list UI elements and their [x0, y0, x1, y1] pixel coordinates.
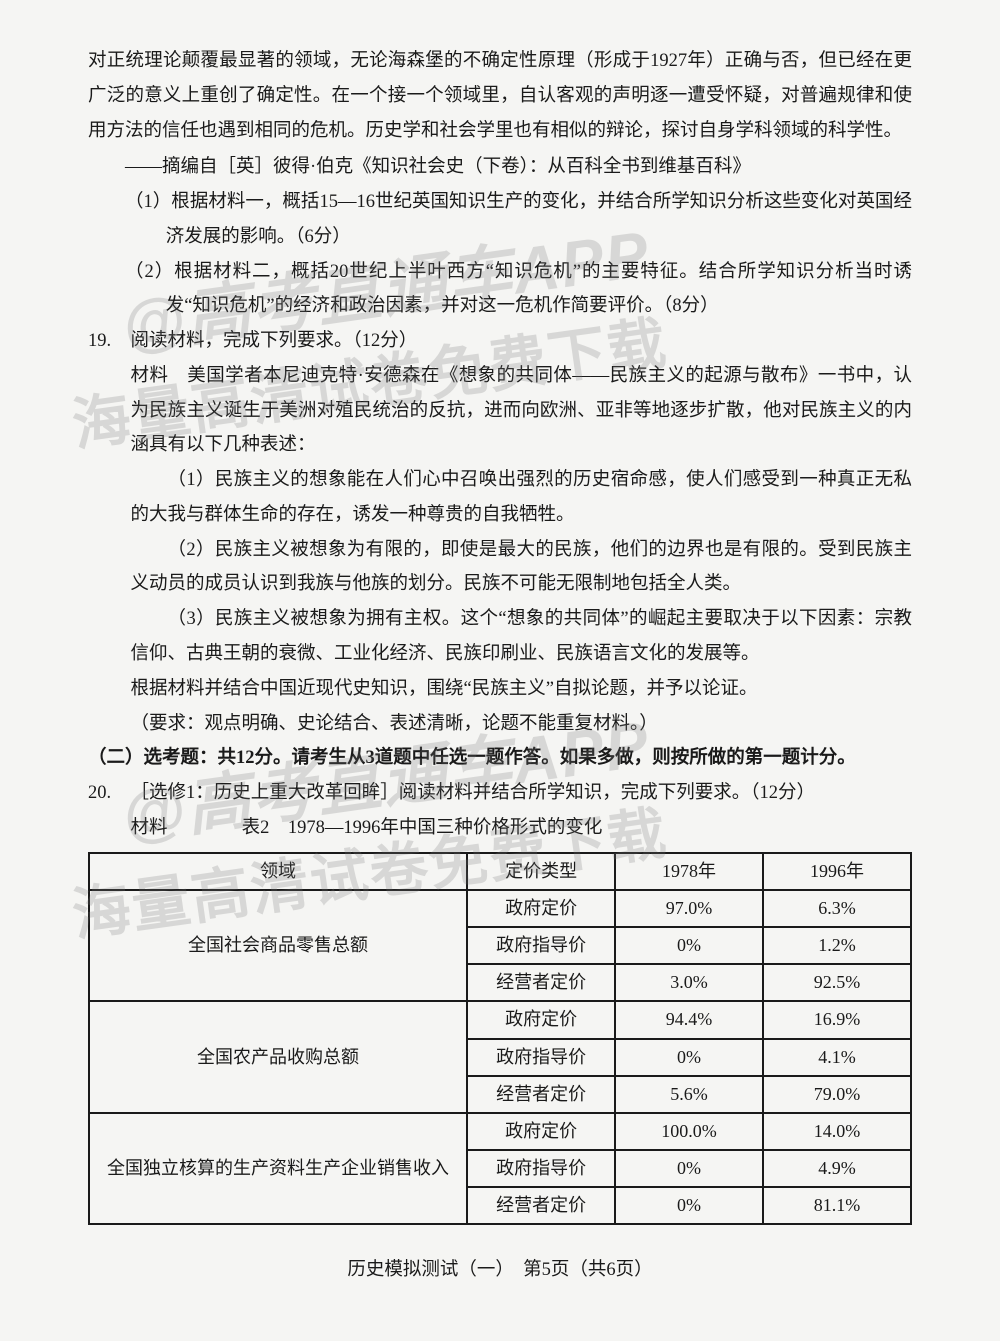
th-1996: 1996年 — [763, 853, 911, 890]
data-cell: 经营者定价 — [467, 1076, 615, 1113]
th-type: 定价类型 — [467, 853, 615, 890]
data-cell: 政府定价 — [467, 1113, 615, 1150]
data-cell: 92.5% — [763, 964, 911, 1001]
domain-cell: 全国独立核算的生产资料生产企业销售收入 — [89, 1113, 467, 1225]
data-cell: 94.4% — [615, 1001, 763, 1038]
page-footer: 历史模拟测试（一） 第5页（共6页） — [88, 1253, 912, 1288]
q19-material-3: （3）民族主义被想象为拥有主权。这个“想象的共同体”的崛起主要取决于以下因素：宗… — [131, 602, 912, 672]
data-cell: 政府指导价 — [467, 927, 615, 964]
data-cell: 4.1% — [763, 1039, 911, 1076]
q19-material-intro: 材料 美国学者本尼迪克特·安德森在《想象的共同体——民族主义的起源与散布》一书中… — [131, 359, 912, 463]
intro-paragraph: 对正统理论颠覆最显著的领域，无论海森堡的不确定性原理（形成于1927年）正确与否… — [88, 44, 912, 148]
section-2-label: （二） — [88, 748, 144, 768]
domain-cell: 全国社会商品零售总额 — [89, 890, 467, 1002]
price-table: 领域 定价类型 1978年 1996年 全国社会商品零售总额政府定价97.0%6… — [88, 852, 912, 1226]
q19-title: 阅读材料，完成下列要求。（12分） — [131, 331, 418, 351]
q18-sub1: （1）根据材料一，概括15—16世纪英国知识生产的变化，并结合所学知识分析这些变… — [125, 185, 912, 255]
q20-table-title: 表2 1978—1996年中国三种价格形式的变化 — [242, 818, 603, 838]
table-row: 全国农产品收购总额政府定价94.4%16.9% — [89, 1001, 911, 1038]
data-cell: 1.2% — [763, 927, 911, 964]
data-cell: 5.6% — [615, 1076, 763, 1113]
domain-cell: 全国农产品收购总额 — [89, 1001, 467, 1113]
data-cell: 6.3% — [763, 890, 911, 927]
section-2-head: （二）选考题：共12分。请考生从3道题中任选一题作答。如果多做，则按所做的第一题… — [88, 741, 912, 776]
data-cell: 政府指导价 — [467, 1150, 615, 1187]
data-cell: 经营者定价 — [467, 1187, 615, 1224]
data-cell: 政府定价 — [467, 1001, 615, 1038]
data-cell: 16.9% — [763, 1001, 911, 1038]
table-header-row: 领域 定价类型 1978年 1996年 — [89, 853, 911, 890]
q20-head: 20.［选修1：历史上重大改革回眸］阅读材料并结合所学知识，完成下列要求。（12… — [88, 776, 912, 811]
data-cell: 经营者定价 — [467, 964, 615, 1001]
data-cell: 政府指导价 — [467, 1039, 615, 1076]
q19-requirement-1: 根据材料并结合中国近现代史知识，围绕“民族主义”自拟论题，并予以论证。 — [131, 672, 912, 707]
data-cell: 政府定价 — [467, 890, 615, 927]
th-domain: 领域 — [89, 853, 467, 890]
q20-material-line: 材料 表2 1978—1996年中国三种价格形式的变化 — [131, 811, 912, 846]
q18-sub2: （2）根据材料二，概括20世纪上半叶西方“知识危机”的主要特征。结合所学知识分析… — [125, 255, 912, 325]
th-1978: 1978年 — [615, 853, 763, 890]
q20-number: 20. — [88, 776, 131, 811]
section-2-text: 选考题：共12分。请考生从3道题中任选一题作答。如果多做，则按所做的第一题计分。 — [144, 748, 856, 768]
data-cell: 0% — [615, 1187, 763, 1224]
table-row: 全国独立核算的生产资料生产企业销售收入政府定价100.0%14.0% — [89, 1113, 911, 1150]
table-row: 全国社会商品零售总额政府定价97.0%6.3% — [89, 890, 911, 927]
data-cell: 3.0% — [615, 964, 763, 1001]
data-cell: 81.1% — [763, 1187, 911, 1224]
table-body: 全国社会商品零售总额政府定价97.0%6.3%政府指导价0%1.2%经营者定价3… — [89, 890, 911, 1225]
q20-material-label: 材料 — [131, 818, 168, 838]
data-cell: 0% — [615, 1150, 763, 1187]
exam-page: @高考直通车APP 海量高清试卷免费下载 @高考直通车APP 海量高清试卷免费下… — [0, 0, 1000, 1341]
q19-requirement-2: （要求：观点明确、史论结合、表述清晰，论题不能重复材料。） — [131, 707, 912, 742]
q19-head: 19.阅读材料，完成下列要求。（12分） — [88, 324, 912, 359]
data-cell: 0% — [615, 1039, 763, 1076]
q19-number: 19. — [88, 324, 131, 359]
q19-material-1: （1）民族主义的想象能在人们心中召唤出强烈的历史宿命感，使人们感受到一种真正无私… — [131, 463, 912, 533]
data-cell: 79.0% — [763, 1076, 911, 1113]
data-cell: 100.0% — [615, 1113, 763, 1150]
data-cell: 14.0% — [763, 1113, 911, 1150]
intro-source: ——摘编自［英］彼得·伯克《知识社会史（下卷）：从百科全书到维基百科》 — [88, 150, 912, 185]
data-cell: 97.0% — [615, 890, 763, 927]
q20-title: ［选修1：历史上重大改革回眸］阅读材料并结合所学知识，完成下列要求。（12分） — [131, 783, 816, 803]
q19-material-2: （2）民族主义被想象为有限的，即使是最大的民族，他们的边界也是有限的。受到民族主… — [131, 533, 912, 603]
data-cell: 0% — [615, 927, 763, 964]
data-cell: 4.9% — [763, 1150, 911, 1187]
